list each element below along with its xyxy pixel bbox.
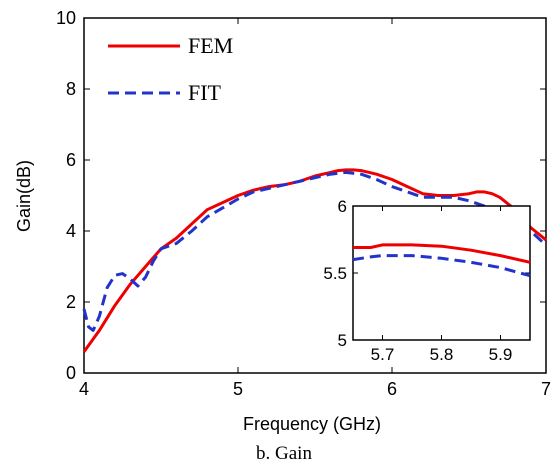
inset-x-tick-label: 5.7 <box>371 345 395 364</box>
inset-y-tick-label: 6 <box>338 197 347 216</box>
main-series-lines <box>82 168 548 353</box>
series-line-fit <box>82 170 548 332</box>
inset-chart: 5.7 5.8 5.9 5 5.5 6 <box>323 197 531 364</box>
inset-series-line-fem <box>353 243 531 264</box>
y-tick-label: 6 <box>66 150 76 170</box>
y-tick-label: 10 <box>56 8 76 28</box>
x-tick-label: 4 <box>79 379 89 399</box>
main-ticks: 4 5 6 7 0 2 4 6 8 10 <box>56 8 551 399</box>
inset-plot-area <box>352 205 531 341</box>
legend-fem-label: FEM <box>188 33 233 58</box>
y-tick-label: 0 <box>66 363 76 383</box>
inset-y-tick-label: 5 <box>338 331 347 350</box>
legend-fit-label: FIT <box>188 80 222 105</box>
inset-x-tick-label: 5.9 <box>489 345 513 364</box>
y-tick-label: 4 <box>66 221 76 241</box>
y-axis-label: Gain(dB) <box>14 160 34 232</box>
series-line-fem <box>82 168 547 353</box>
x-axis-label: Frequency (GHz) <box>243 414 381 434</box>
x-tick-label: 7 <box>541 379 551 399</box>
y-tick-label: 2 <box>66 292 76 312</box>
inset-x-tick-label: 5.8 <box>430 345 454 364</box>
figure-caption: b. Gain <box>256 443 312 464</box>
y-tick-label: 8 <box>66 79 76 99</box>
x-tick-label: 5 <box>233 379 243 399</box>
legend: FEM FIT <box>108 33 233 105</box>
inset-y-tick-label: 5.5 <box>323 264 347 283</box>
x-tick-label: 6 <box>387 379 397 399</box>
inset-series-lines <box>352 243 531 278</box>
inset-ticks: 5.7 5.8 5.9 5 5.5 6 <box>323 197 530 364</box>
inset-series-line-fit <box>352 254 531 278</box>
